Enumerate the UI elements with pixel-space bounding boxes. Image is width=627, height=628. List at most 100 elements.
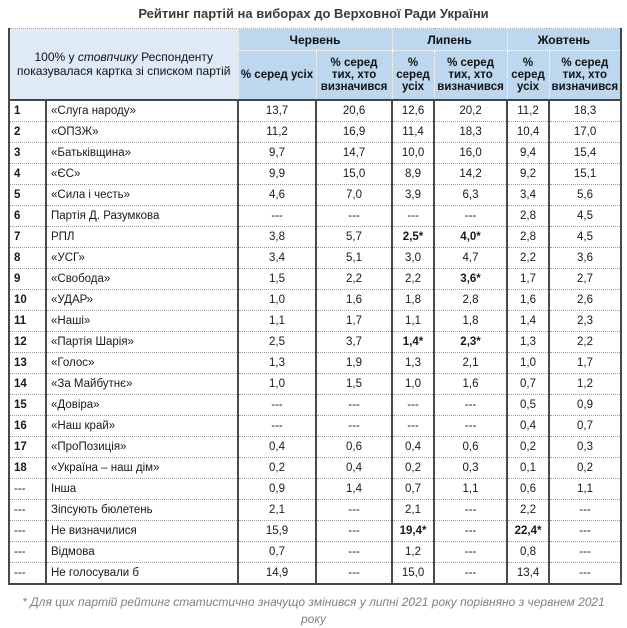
value-cell: 1,8 [433,310,509,332]
value-cell: 0,1 [506,457,551,479]
party-name: «Свобода» [44,268,240,290]
subheader-october-all: % серед усіх [506,50,550,101]
value-cell: 0,7 [391,478,436,500]
value-cell: 1,6 [315,289,394,311]
row-number: 14 [8,373,47,395]
value-cell: 0,7 [506,373,551,395]
value-cell: --- [433,205,509,227]
value-cell: 1,3 [506,331,551,353]
corner-text-prefix: 100% у [34,50,78,64]
value-cell: 3,8 [237,226,318,248]
table-row: 15 «Довіра» --- --- --- --- 0,5 0,9 [8,394,623,416]
row-number: --- [8,541,47,563]
value-cell: 22,4* [506,520,551,542]
value-cell: 14,9 [237,562,318,585]
value-cell: 4,6 [237,184,318,206]
value-cell: 2,2 [506,247,551,269]
party-name: Не визначилися [44,520,240,542]
party-name: «Довіра» [44,394,240,416]
value-cell: 2,5 [237,331,318,353]
value-cell: 13,7 [237,99,318,122]
value-cell: 1,1 [548,478,623,500]
corner-text-suffix: Респонденту показувалася картка зі списк… [17,50,231,78]
subheader-october-decided: % серед тих, хто визначився [548,50,622,101]
value-cell: 1,0 [237,373,318,395]
value-cell: 1,4* [391,331,436,353]
value-cell: 0,2 [548,457,623,479]
value-cell: 2,3 [548,310,623,332]
value-cell: 0,2 [391,457,436,479]
value-cell: 2,1 [433,352,509,374]
value-cell: 2,7 [548,268,623,290]
value-cell: --- [315,541,394,563]
value-cell: 18,3 [548,99,623,122]
value-cell: 4,5 [548,205,623,227]
value-cell: --- [433,541,509,563]
value-cell: 2,6 [548,289,623,311]
table-row: 18 «Україна – наш дім» 0,2 0,4 0,2 0,3 0,1 0,2 [8,457,623,479]
value-cell: 15,4 [548,142,623,164]
footnote: * Для цих партій рейтинг статистично зна… [22,595,605,626]
row-number: 17 [8,436,47,458]
party-name: «За Майбутнє» [44,373,240,395]
value-cell: 9,2 [506,163,551,185]
table-row: --- Не голосували б 14,9 --- 15,0 --- 13,4 --- [8,562,623,585]
value-cell: 1,5 [315,373,394,395]
value-cell: 11,2 [237,121,318,143]
table-row: 4 «ЄС» 9,9 15,0 8,9 14,2 9,2 15,1 [8,163,623,185]
value-cell: 1,0 [506,352,551,374]
value-cell: 2,1 [237,499,318,521]
value-cell: --- [391,415,436,437]
party-name: «Партія Шарія» [44,331,240,353]
table-row: 8 «УСГ» 3,4 5,1 3,0 4,7 2,2 3,6 [8,247,623,269]
value-cell: 0,6 [315,436,394,458]
value-cell: 8,9 [391,163,436,185]
row-number: 7 [8,226,47,248]
value-cell: --- [433,562,509,585]
value-cell: --- [433,415,509,437]
table-row: 12 «Партія Шарія» 2,5 3,7 1,4* 2,3* 1,3 2,2 [8,331,623,353]
value-cell: 20,6 [315,99,394,122]
month-header-october: Жовтень [506,28,622,51]
row-number: 12 [8,331,47,353]
table-body: 1 «Слуга народу» 13,7 20,6 12,6 20,2 11,2 18,3 2… [8,99,623,585]
value-cell: --- [391,394,436,416]
value-cell: 0,8 [506,541,551,563]
value-cell: 0,3 [433,457,509,479]
party-ratings-table: 100% у стовпчику Респонденту показувалас… [8,28,623,585]
value-cell: --- [315,205,394,227]
value-cell: 9,9 [237,163,318,185]
value-cell: 0,2 [506,436,551,458]
value-cell: --- [548,520,623,542]
value-cell: 12,6 [391,99,436,122]
value-cell: --- [315,520,394,542]
value-cell: 10,0 [391,142,436,164]
value-cell: 2,3* [433,331,509,353]
value-cell: 2,8 [506,205,551,227]
party-name: «Наш край» [44,415,240,437]
value-cell: 3,6 [548,247,623,269]
table-row: --- Зіпсують бюлетень 2,1 --- 2,1 --- 2,2 --- [8,499,623,521]
value-cell: 11,2 [506,99,551,122]
row-number: 11 [8,310,47,332]
value-cell: 1,0 [391,373,436,395]
value-cell: 1,1 [391,310,436,332]
value-cell: 3,4 [237,247,318,269]
value-cell: --- [548,499,623,521]
value-cell: 1,1 [433,478,509,500]
value-cell: 5,1 [315,247,394,269]
value-cell: 0,9 [237,478,318,500]
value-cell: 0,7 [548,415,623,437]
corner-text-italic: стовпчику [77,50,138,64]
table-row: 9 «Свобода» 1,5 2,2 2,2 3,6* 1,7 2,7 [8,268,623,290]
value-cell: 1,5 [237,268,318,290]
party-name: «ЄС» [44,163,240,185]
table-row: 2 «ОПЗЖ» 11,2 16,9 11,4 18,3 10,4 17,0 [8,121,623,143]
value-cell: 10,4 [506,121,551,143]
value-cell: --- [433,394,509,416]
table-row: --- Відмова 0,7 --- 1,2 --- 0,8 --- [8,541,623,563]
row-number: 13 [8,352,47,374]
row-number: 1 [8,99,47,122]
value-cell: 2,2 [391,268,436,290]
value-cell: 3,9 [391,184,436,206]
